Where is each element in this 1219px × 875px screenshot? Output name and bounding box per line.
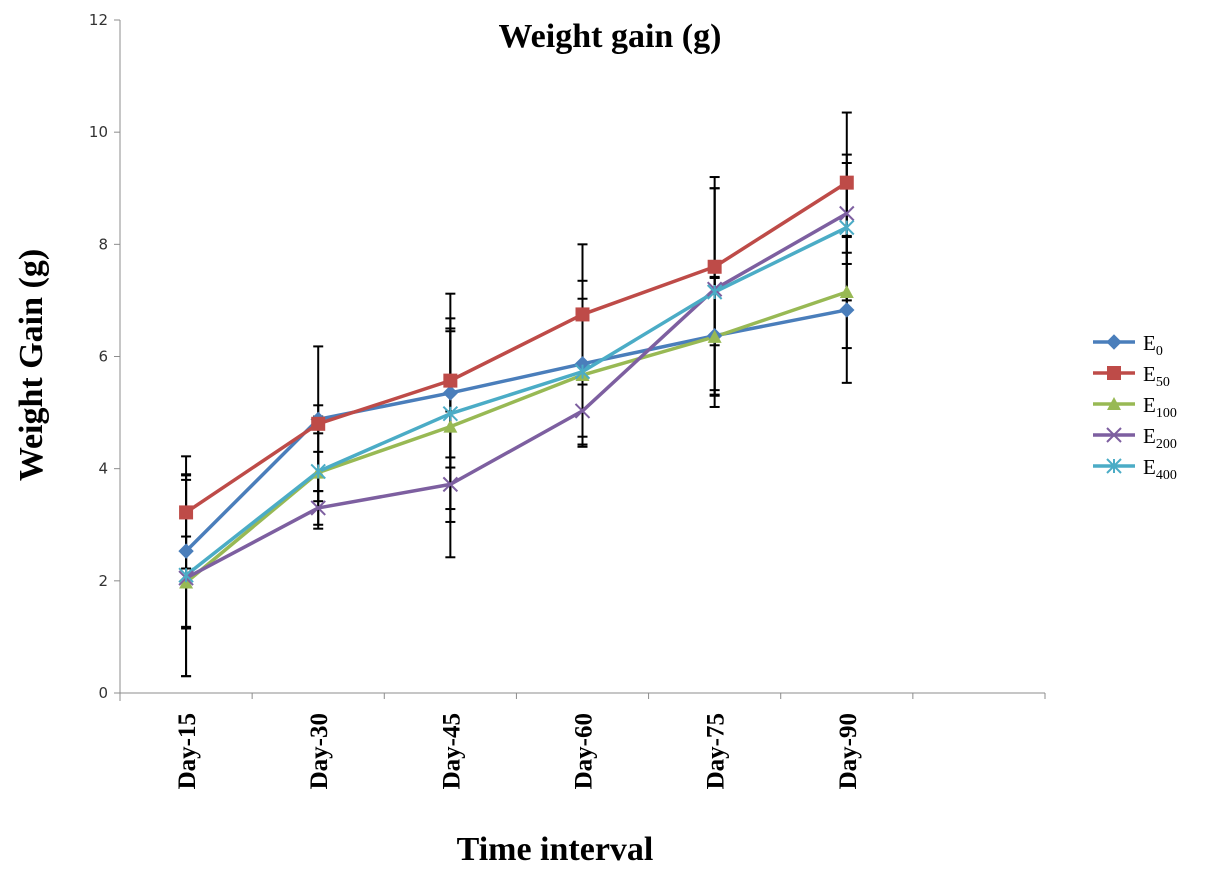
legend-marker-e0 [1106,334,1122,350]
y-tick-label: 10 [89,123,108,141]
series-line-e200 [185,211,848,580]
chart-title: Weight gain (g) [499,18,722,55]
legend-marker-e200 [1106,427,1122,443]
data-point-e50 [839,175,854,190]
data-point-e50 [575,307,590,322]
x-category-label: Day-30 [306,713,333,789]
y-tick-label: 2 [98,572,108,590]
legend-label-e50: E50 [1143,362,1170,390]
legend-label-e200: E200 [1143,424,1177,452]
data-point-e50 [311,416,326,431]
data-point-e50 [443,373,458,388]
series-lines [184,181,848,584]
data-point-e100 [443,419,458,433]
series-markers [178,175,855,589]
data-point-e400 [310,463,326,480]
data-point-e200 [839,205,855,222]
legend-label-e400: E400 [1143,455,1177,483]
data-point-e400 [442,405,459,422]
legend-marker-e100 [1107,397,1121,410]
x-category-label: Day-75 [703,713,730,789]
y-tick-label: 8 [98,235,108,253]
data-point-e0 [442,385,459,401]
data-point-e200 [310,500,326,516]
chart-axes [114,19,1046,701]
y-tick-label: 4 [98,460,108,478]
y-tick-label: 12 [89,11,108,29]
x-category-label: Day-90 [835,713,862,789]
legend-label-e0: E0 [1143,331,1163,359]
x-category-label: Day-45 [438,713,465,789]
data-point-e0 [178,543,194,559]
legend-label-e100: E100 [1143,393,1177,421]
data-point-e200 [442,476,459,493]
legend-marker-e50 [1107,366,1121,380]
axis-labels: 0 2 4 6 8 10 12 Day-15 Day-30 Day-45 Day-60 Day-75 D… [89,11,862,789]
x-category-label: Day-15 [174,713,201,789]
series-line-e400 [184,225,848,577]
data-point-e200 [574,403,591,419]
legend-marker-e400 [1106,458,1122,474]
data-point-e400 [839,219,855,236]
y-tick-label: 6 [98,348,108,366]
data-point-e400 [574,363,591,380]
data-point-e100 [707,329,722,343]
y-tick-label: 0 [98,684,108,702]
data-point-e50 [179,505,194,520]
data-point-e50 [707,259,722,274]
series-line-e50 [185,181,848,514]
data-point-e400 [178,567,194,583]
x-category-label: Day-60 [571,713,598,789]
y-axis-title: Weight Gain (g) [13,249,50,481]
series-line-e100 [184,290,848,584]
data-point-e400 [706,284,723,300]
data-point-e0 [839,302,855,318]
series-line-e0 [184,308,848,553]
data-point-e100 [839,285,854,299]
chart-legend: E0 E50 E100 E200 E400 [1093,331,1177,483]
x-axis-title: Time interval [457,831,654,868]
